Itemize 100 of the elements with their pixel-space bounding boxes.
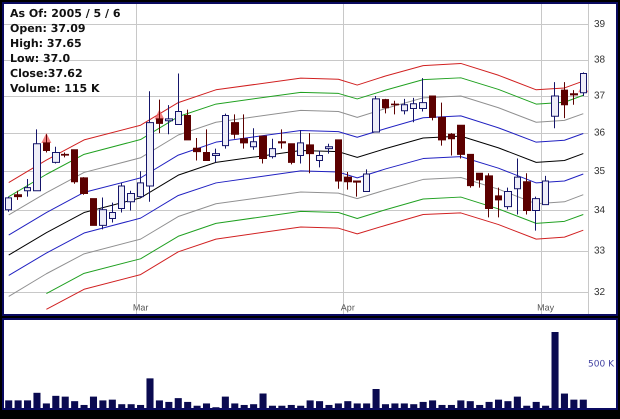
annotation: Open: 37.09: [10, 22, 86, 35]
bar: [420, 402, 427, 408]
candlestick: [71, 149, 78, 184]
candlestick: [467, 154, 474, 188]
annotation: As Of: 2005 / 5 / 6: [10, 7, 121, 20]
candlestick: [269, 138, 276, 160]
bar: [363, 403, 370, 408]
x-tick-label: May: [537, 302, 555, 312]
line-series: [8, 156, 584, 276]
y-tick-label: 32: [594, 287, 606, 298]
candlestick: [382, 98, 389, 114]
candlestick: [532, 196, 540, 232]
candlestick: [297, 130, 304, 164]
candlestick: [127, 190, 135, 212]
bar: [71, 401, 78, 408]
candlestick: [90, 198, 97, 226]
bar: [202, 403, 210, 408]
candlestick: [372, 95, 380, 132]
candlestick: [485, 172, 493, 218]
bar: [33, 392, 40, 408]
text: 500 K: [588, 360, 616, 370]
candlestick: [410, 97, 417, 123]
annotation: Low: 37.0: [10, 52, 70, 65]
bar: [52, 396, 60, 408]
bar: [250, 404, 258, 408]
candlestick: [80, 176, 88, 196]
candlestick: [448, 132, 455, 156]
bar: [486, 402, 493, 408]
bar: [429, 400, 436, 408]
candlestick: [495, 187, 502, 218]
bar: [156, 400, 163, 408]
bar: [466, 401, 474, 408]
candlestick: [99, 196, 107, 230]
candlestick: [523, 172, 531, 216]
candlestick: [306, 132, 314, 174]
candlestick: [165, 104, 173, 135]
candlestick: [222, 113, 229, 150]
y-tick-label: 37: [594, 90, 606, 102]
candlestick: [580, 72, 587, 96]
y-tick-label: 38: [594, 54, 606, 66]
candlestick: [259, 136, 267, 164]
candlestick: [203, 128, 210, 161]
bar: [410, 404, 418, 408]
y-tick-label: 35: [594, 166, 606, 177]
bar: [354, 403, 361, 408]
bar: [80, 404, 88, 408]
candlestick: [570, 90, 578, 106]
candlestick: [193, 138, 201, 161]
y-tick-label: 39: [594, 19, 606, 30]
candlestick: [542, 175, 549, 206]
bar: [552, 332, 559, 408]
annotation: Volume: 115 K: [10, 82, 100, 95]
candlestick: [156, 99, 163, 134]
candlestick: [391, 100, 399, 115]
bar: [24, 400, 32, 408]
bar: [5, 400, 12, 408]
candlestick: [146, 90, 154, 202]
candlestick: [551, 82, 559, 129]
candlestick: [14, 190, 22, 200]
bar: [400, 403, 408, 408]
bar: [174, 398, 182, 408]
candlestick: [240, 114, 248, 150]
annotation: High: 37.65: [10, 37, 82, 50]
bar: [222, 396, 229, 408]
bar: [476, 404, 484, 408]
candlestick: [438, 102, 446, 146]
bar: [165, 402, 172, 408]
candlestick: [325, 143, 333, 154]
y-tick-label: 34: [594, 205, 606, 216]
line-series: [8, 136, 584, 256]
candlestick: [335, 139, 342, 190]
bar: [99, 400, 106, 408]
candlestick: [61, 152, 69, 158]
bar: [118, 404, 126, 408]
annotation: Close:37.62: [10, 67, 83, 80]
candlestick: [561, 82, 568, 119]
candlestick: [137, 170, 144, 198]
candlestick: [118, 182, 125, 214]
x-tick-label: Apr: [340, 302, 355, 312]
y-tick-label: 33: [594, 245, 606, 256]
bar: [560, 394, 568, 408]
bar: [344, 401, 352, 408]
bar: [382, 404, 390, 408]
bar: [62, 396, 69, 408]
bar: [334, 403, 342, 408]
candlestick: [231, 114, 239, 140]
candlestick: [363, 168, 370, 192]
candlestick: [52, 146, 60, 164]
bar: [391, 403, 398, 408]
line-series: [8, 115, 584, 236]
bar: [260, 394, 267, 408]
bar: [580, 400, 587, 408]
bar: [240, 404, 248, 408]
bar: [316, 401, 324, 408]
line-series: [46, 196, 584, 294]
line-series: [8, 95, 584, 216]
bar: [448, 404, 455, 408]
bar: [372, 389, 380, 408]
candlestick: [5, 196, 12, 212]
bar: [108, 400, 116, 408]
